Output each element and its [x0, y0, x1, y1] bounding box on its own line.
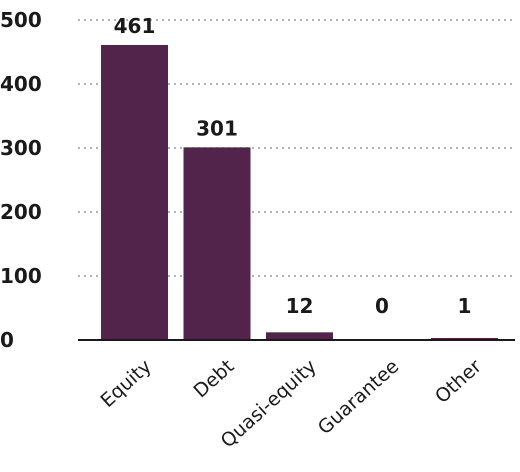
y-tick-label: 300 — [0, 136, 42, 160]
value-label: 301 — [196, 116, 238, 140]
bar-quasi-equity — [266, 332, 333, 340]
value-label: 461 — [114, 14, 156, 38]
value-label: 12 — [286, 294, 314, 318]
y-tick-label: 200 — [0, 200, 42, 224]
y-tick-label: 0 — [0, 328, 14, 352]
y-tick-label: 500 — [0, 8, 42, 32]
category-label: Equity — [96, 355, 155, 412]
category-label: Guarantee — [314, 355, 404, 439]
y-axis-ticks: 0 100 200 300 400 500 — [0, 8, 42, 352]
category-label: Debt — [190, 355, 239, 402]
bar-equity — [101, 45, 168, 340]
category-label: Other — [431, 355, 486, 408]
value-label: 1 — [458, 294, 472, 318]
y-tick-label: 400 — [0, 72, 42, 96]
value-label: 0 — [375, 294, 389, 318]
bar-debt — [184, 147, 251, 340]
y-tick-label: 100 — [0, 264, 42, 288]
